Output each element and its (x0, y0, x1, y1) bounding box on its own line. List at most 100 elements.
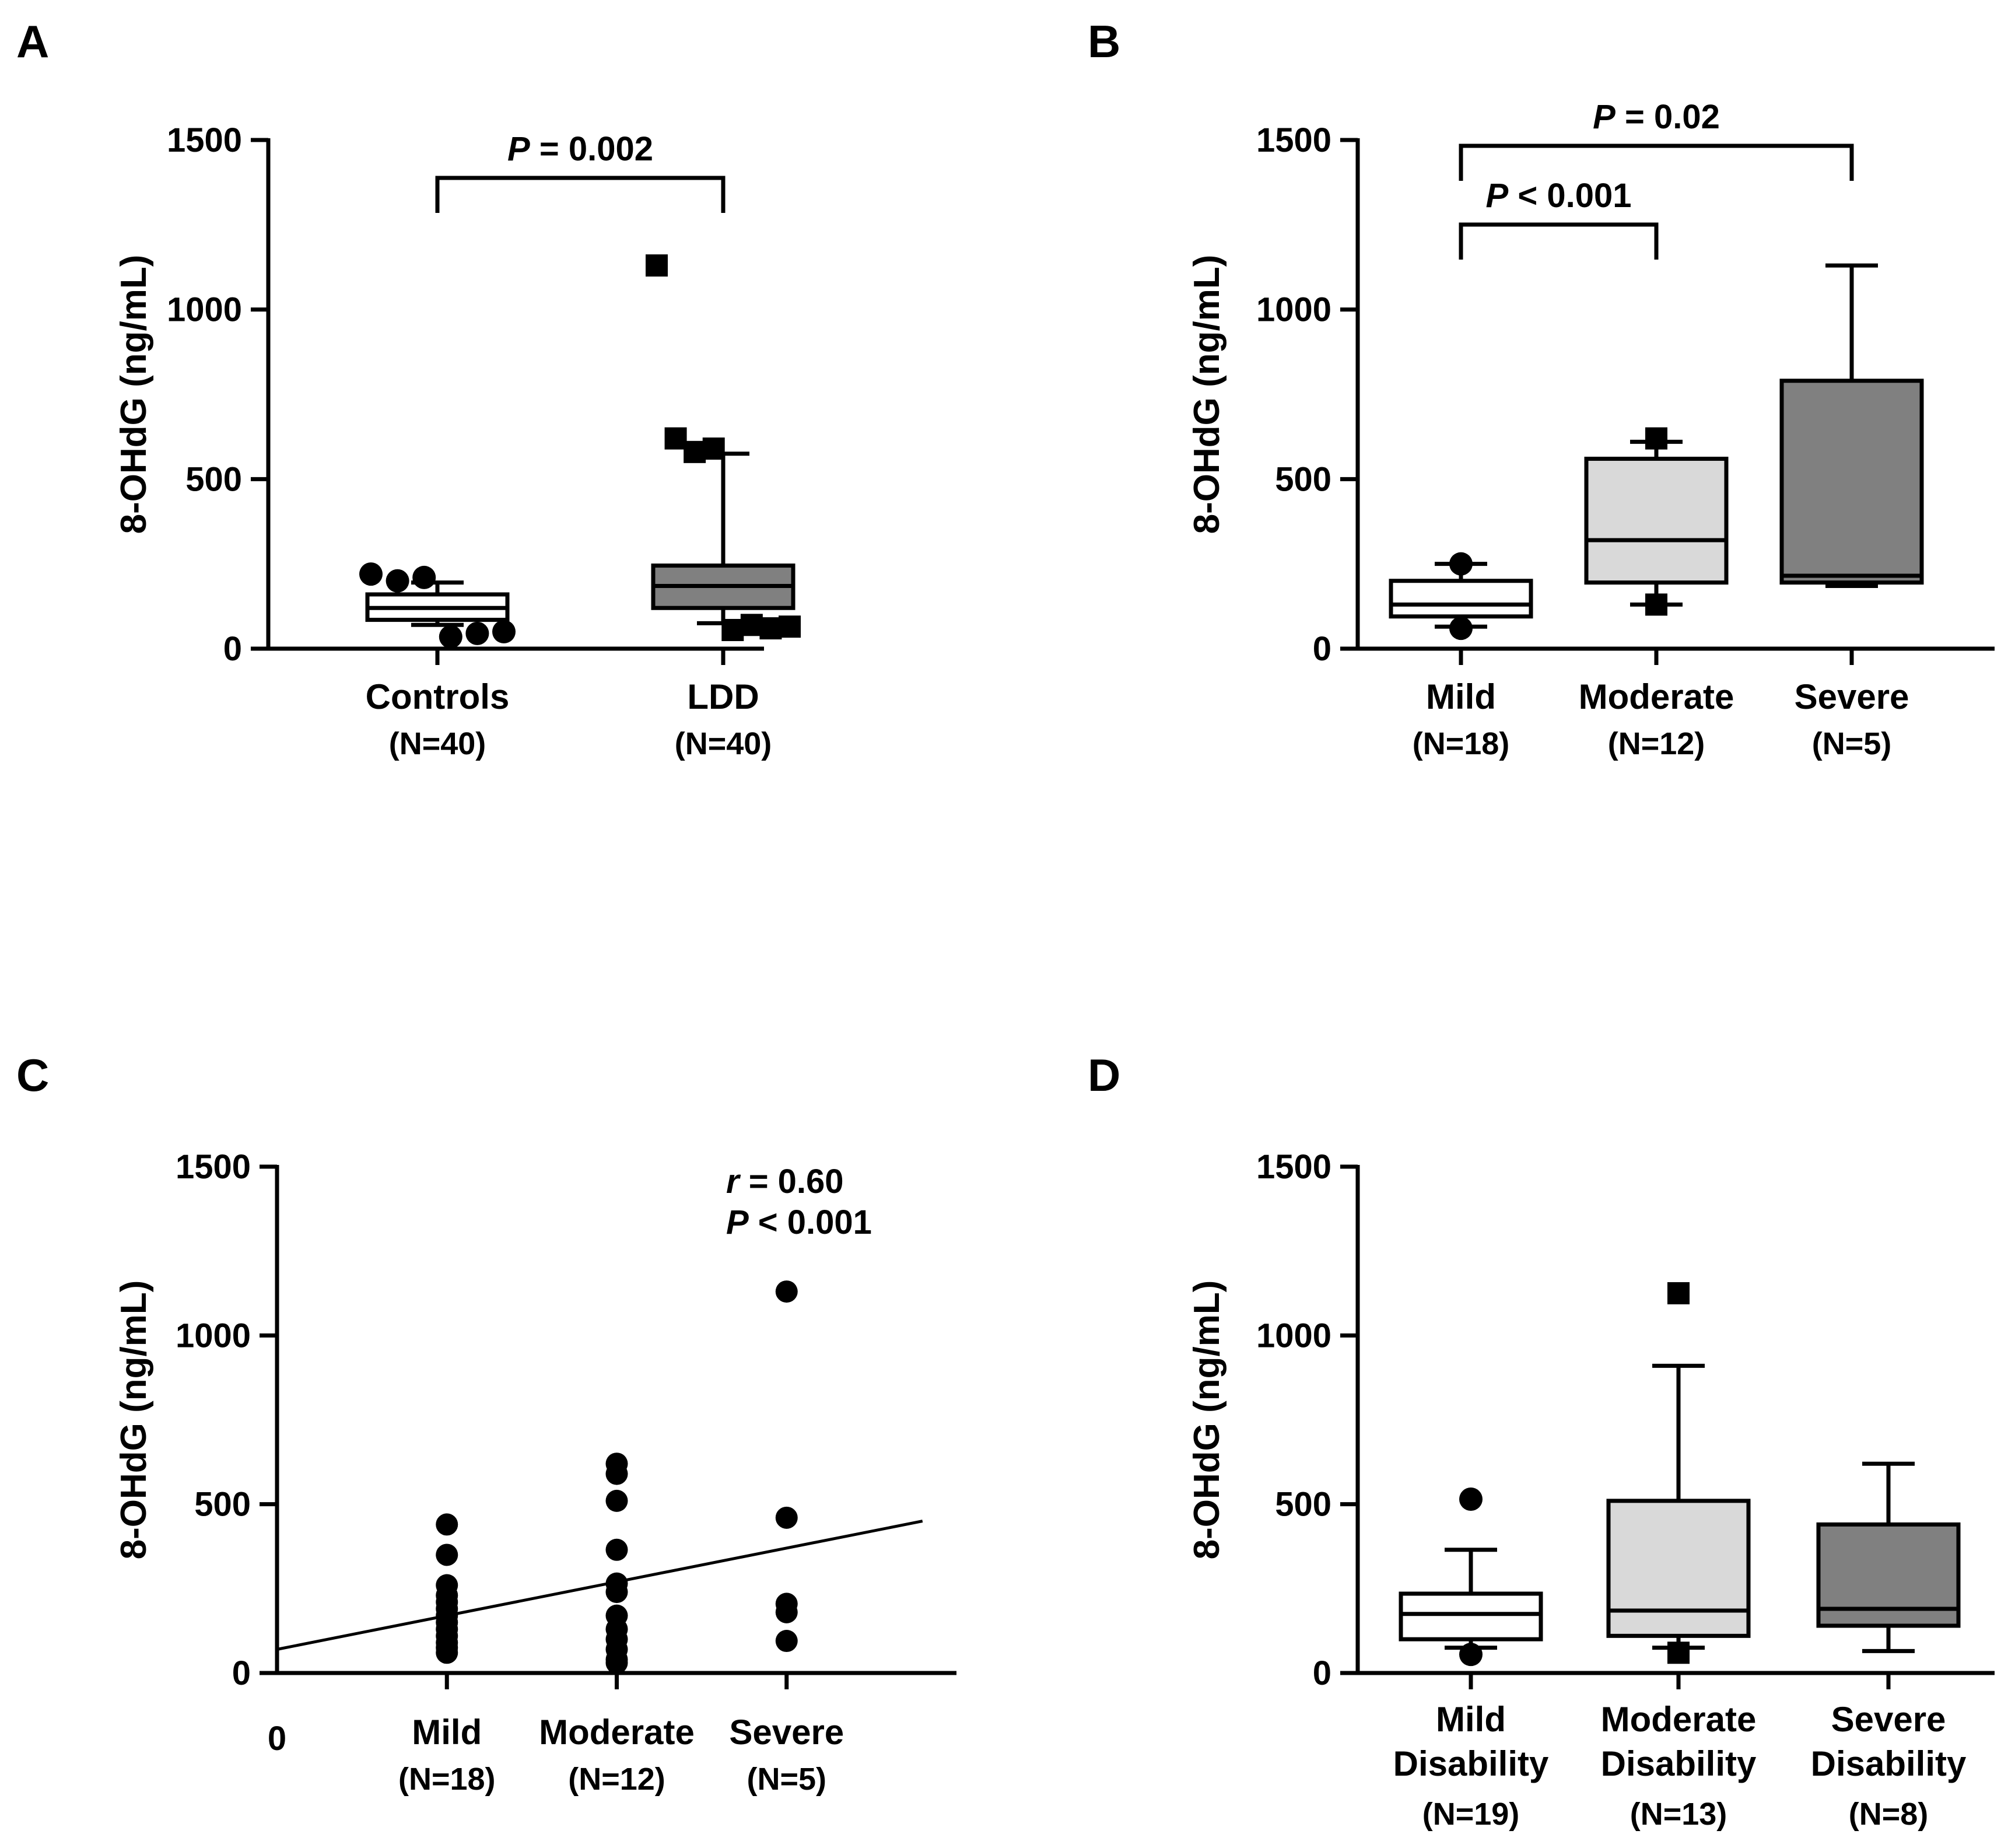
box-group (646, 254, 801, 642)
x-n-label: (N=12) (568, 1762, 665, 1797)
x-n-label: (N=18) (398, 1762, 496, 1797)
panel-b: B 0 500 1000 1500 8-OHdG (ng/mL) Mild (N=18) Mod… (1088, 16, 1995, 761)
outlier-square-point (721, 619, 744, 642)
outlier-circle-point (439, 625, 462, 649)
x-category-label: Disability (1601, 1744, 1757, 1783)
x-category-label: Mild (1426, 677, 1496, 716)
x-n-label: (N=12) (1608, 726, 1705, 761)
y-tick-label: 500 (194, 1486, 251, 1524)
scatter-point (605, 1489, 628, 1512)
outlier-circle-point (1459, 1643, 1483, 1667)
outlier-square-point (779, 615, 801, 638)
outlier-square-point (664, 427, 687, 450)
y-tick-label: 0 (1313, 630, 1331, 668)
y-tick-label: 1000 (1256, 291, 1331, 329)
x-category-label: Disability (1393, 1744, 1549, 1783)
box-iqr (1779, 379, 1924, 585)
y-axis-label: 8-OHdG (ng/mL) (1187, 1280, 1227, 1560)
bracket-line (435, 176, 726, 213)
y-tick-label: 0 (223, 630, 242, 668)
y-axis-label: 8-OHdG (ng/mL) (114, 1280, 154, 1560)
x-n-label: (N=40) (389, 726, 486, 761)
x-n-label: (N=19) (1422, 1797, 1520, 1832)
box-group (1779, 263, 1924, 588)
outlier-square-point (759, 617, 782, 640)
outlier-circle-point (1449, 617, 1473, 640)
outlier-square-point (684, 440, 706, 463)
x-n-label: (N=5) (747, 1762, 826, 1797)
x-n-label: (N=8) (1849, 1797, 1929, 1832)
y-tick-label: 1000 (167, 291, 242, 329)
x-n-label: (N=18) (1413, 726, 1510, 761)
bracket-line (1459, 144, 1854, 181)
scatter-point (775, 1601, 798, 1623)
x-category-label: Moderate (1579, 677, 1734, 716)
panel-c: C 0 500 1000 1500 8-OHdG (ng/mL) 0 Mild (N=18) Mo… (16, 1049, 956, 1797)
scatter-point (775, 1630, 798, 1653)
p-value-label: P = 0.002 (507, 130, 653, 168)
y-tick-label: 1500 (167, 121, 242, 159)
y-tick-label: 500 (1275, 1486, 1331, 1524)
outlier-square-point (1645, 593, 1667, 616)
scatter-point (605, 1581, 628, 1604)
scatter-point (775, 1506, 798, 1529)
x-category-label: LDD (687, 677, 759, 716)
box-group (1606, 1282, 1751, 1664)
x-category-label: Severe (1795, 677, 1909, 716)
x-zero-label: 0 (268, 1720, 286, 1758)
panel-a: A 0 500 1000 1500 8-OHdG (ng/mL) Controls (N=40… (16, 16, 801, 761)
outlier-circle-point (465, 621, 489, 645)
panel-letter-d: D (1088, 1049, 1120, 1101)
x-category-label: Controls (366, 677, 510, 716)
box-group (1816, 1461, 1961, 1653)
scatter-point (605, 1651, 628, 1674)
outlier-square-point (1645, 427, 1667, 450)
box-iqr (1389, 579, 1533, 619)
x-category-label: Moderate (1601, 1700, 1757, 1739)
scatter-point (436, 1544, 458, 1566)
x-category-label: Severe (1831, 1700, 1946, 1739)
p-value-label: P = 0.02 (1593, 98, 1720, 136)
box-iqr (1606, 1499, 1751, 1638)
outlier-circle-point (386, 569, 409, 593)
y-tick-label: 1000 (176, 1317, 251, 1354)
panel-letter-a: A (16, 16, 49, 67)
significance-bracket: P = 0.02 (1459, 98, 1854, 181)
outlier-circle-point (359, 562, 383, 586)
significance-bracket: P < 0.001 (1459, 177, 1659, 260)
box-group (1399, 1487, 1543, 1667)
box-iqr (1399, 1591, 1543, 1642)
outlier-circle-point (1449, 552, 1473, 576)
outlier-circle-point (412, 565, 436, 589)
scatter-point (775, 1280, 798, 1303)
y-tick-label: 1500 (1256, 1148, 1331, 1186)
y-tick-label: 1000 (1256, 1317, 1331, 1354)
r-value-label: r = 0.60 (726, 1163, 844, 1200)
outlier-square-point (1667, 1282, 1690, 1304)
panel-letter-c: C (16, 1049, 49, 1101)
x-category-label: Disability (1811, 1744, 1967, 1783)
y-tick-label: 500 (185, 460, 242, 498)
y-axis-label: 8-OHdG (ng/mL) (1187, 255, 1227, 534)
x-n-label: (N=13) (1630, 1797, 1727, 1832)
significance-bracket: P = 0.002 (435, 130, 726, 213)
x-category-label: Mild (412, 1713, 482, 1752)
box-group (1584, 427, 1729, 616)
x-n-label: (N=5) (1812, 726, 1892, 761)
regression-line (276, 1520, 923, 1651)
y-tick-label: 0 (232, 1654, 251, 1692)
box-group (1389, 552, 1533, 640)
y-tick-label: 1500 (1256, 121, 1331, 159)
outlier-square-point (646, 254, 668, 277)
scatter-point (605, 1462, 628, 1485)
y-tick-label: 1500 (176, 1148, 251, 1186)
scatter-point (605, 1538, 628, 1561)
p-value-label: P < 0.001 (1486, 177, 1632, 215)
x-n-label: (N=40) (675, 726, 772, 761)
outlier-circle-point (492, 620, 516, 643)
p-value-label: P < 0.001 (726, 1203, 872, 1241)
outlier-square-point (1667, 1642, 1690, 1664)
y-tick-label: 0 (1313, 1654, 1331, 1692)
bracket-line (1459, 222, 1659, 260)
x-category-label: Mild (1436, 1700, 1506, 1739)
